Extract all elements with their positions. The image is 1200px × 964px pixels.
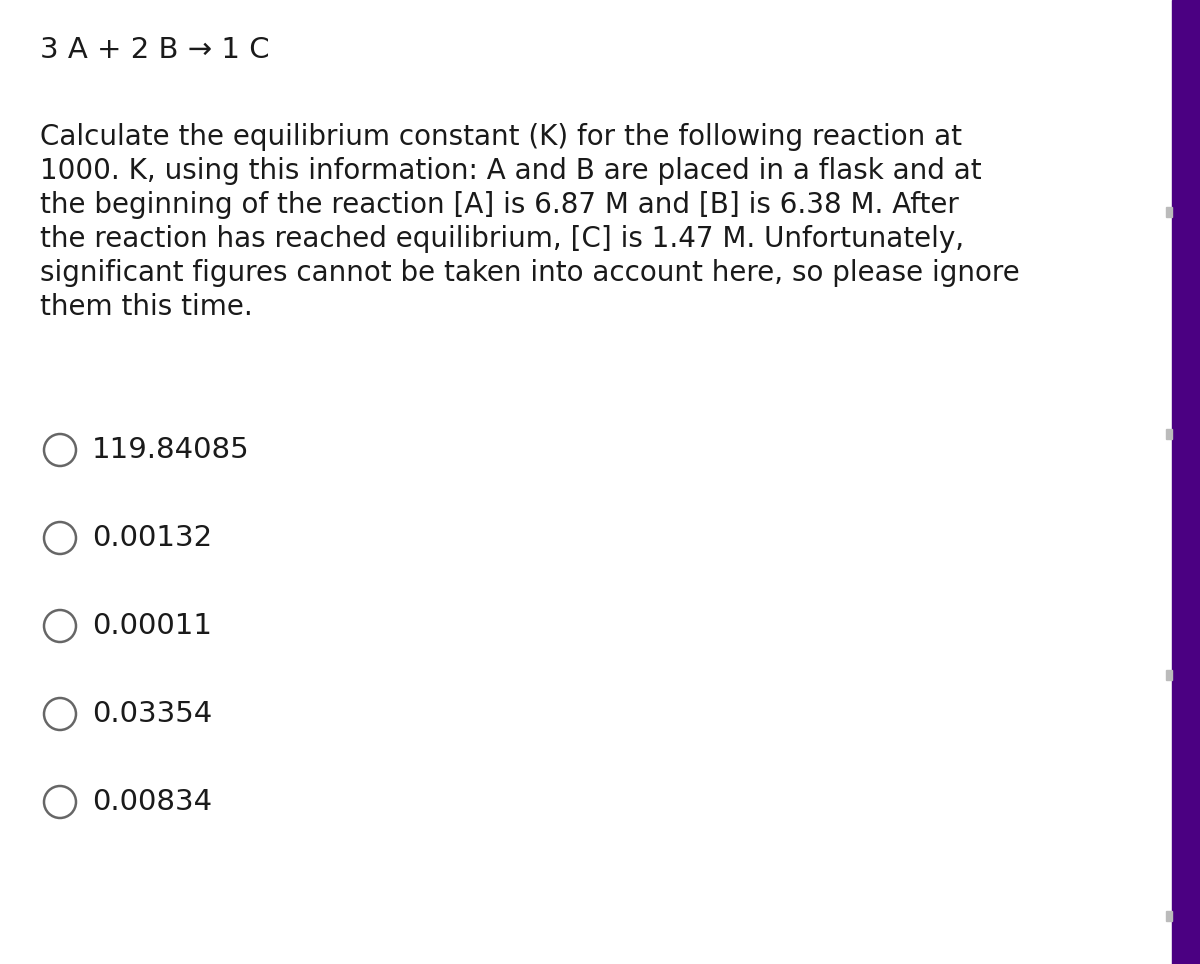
Text: 119.84085: 119.84085 [92, 436, 250, 464]
Bar [1166, 911, 1172, 921]
Text: significant figures cannot be taken into account here, so please ignore: significant figures cannot be taken into… [40, 259, 1020, 287]
Text: 0.03354: 0.03354 [92, 700, 212, 728]
Text: 0.00011: 0.00011 [92, 612, 212, 640]
Text: them this time.: them this time. [40, 293, 253, 321]
Text: 0.00132: 0.00132 [92, 524, 212, 552]
Text: Calculate the equilibrium constant (K) for the following reaction at: Calculate the equilibrium constant (K) f… [40, 123, 962, 151]
Text: the beginning of the reaction [A] is 6.87 M and [B] is 6.38 M. After: the beginning of the reaction [A] is 6.8… [40, 191, 959, 219]
Text: 3 A + 2 B → 1 C: 3 A + 2 B → 1 C [40, 36, 270, 64]
Bar [1172, 0, 1200, 964]
Bar [1166, 207, 1172, 217]
Text: the reaction has reached equilibrium, [C] is 1.47 M. Unfortunately,: the reaction has reached equilibrium, [C… [40, 225, 964, 253]
Text: 1000. K, using this information: A and B are placed in a flask and at: 1000. K, using this information: A and B… [40, 157, 982, 185]
Bar [1166, 429, 1172, 439]
Text: 0.00834: 0.00834 [92, 788, 212, 816]
Bar [1166, 670, 1172, 680]
